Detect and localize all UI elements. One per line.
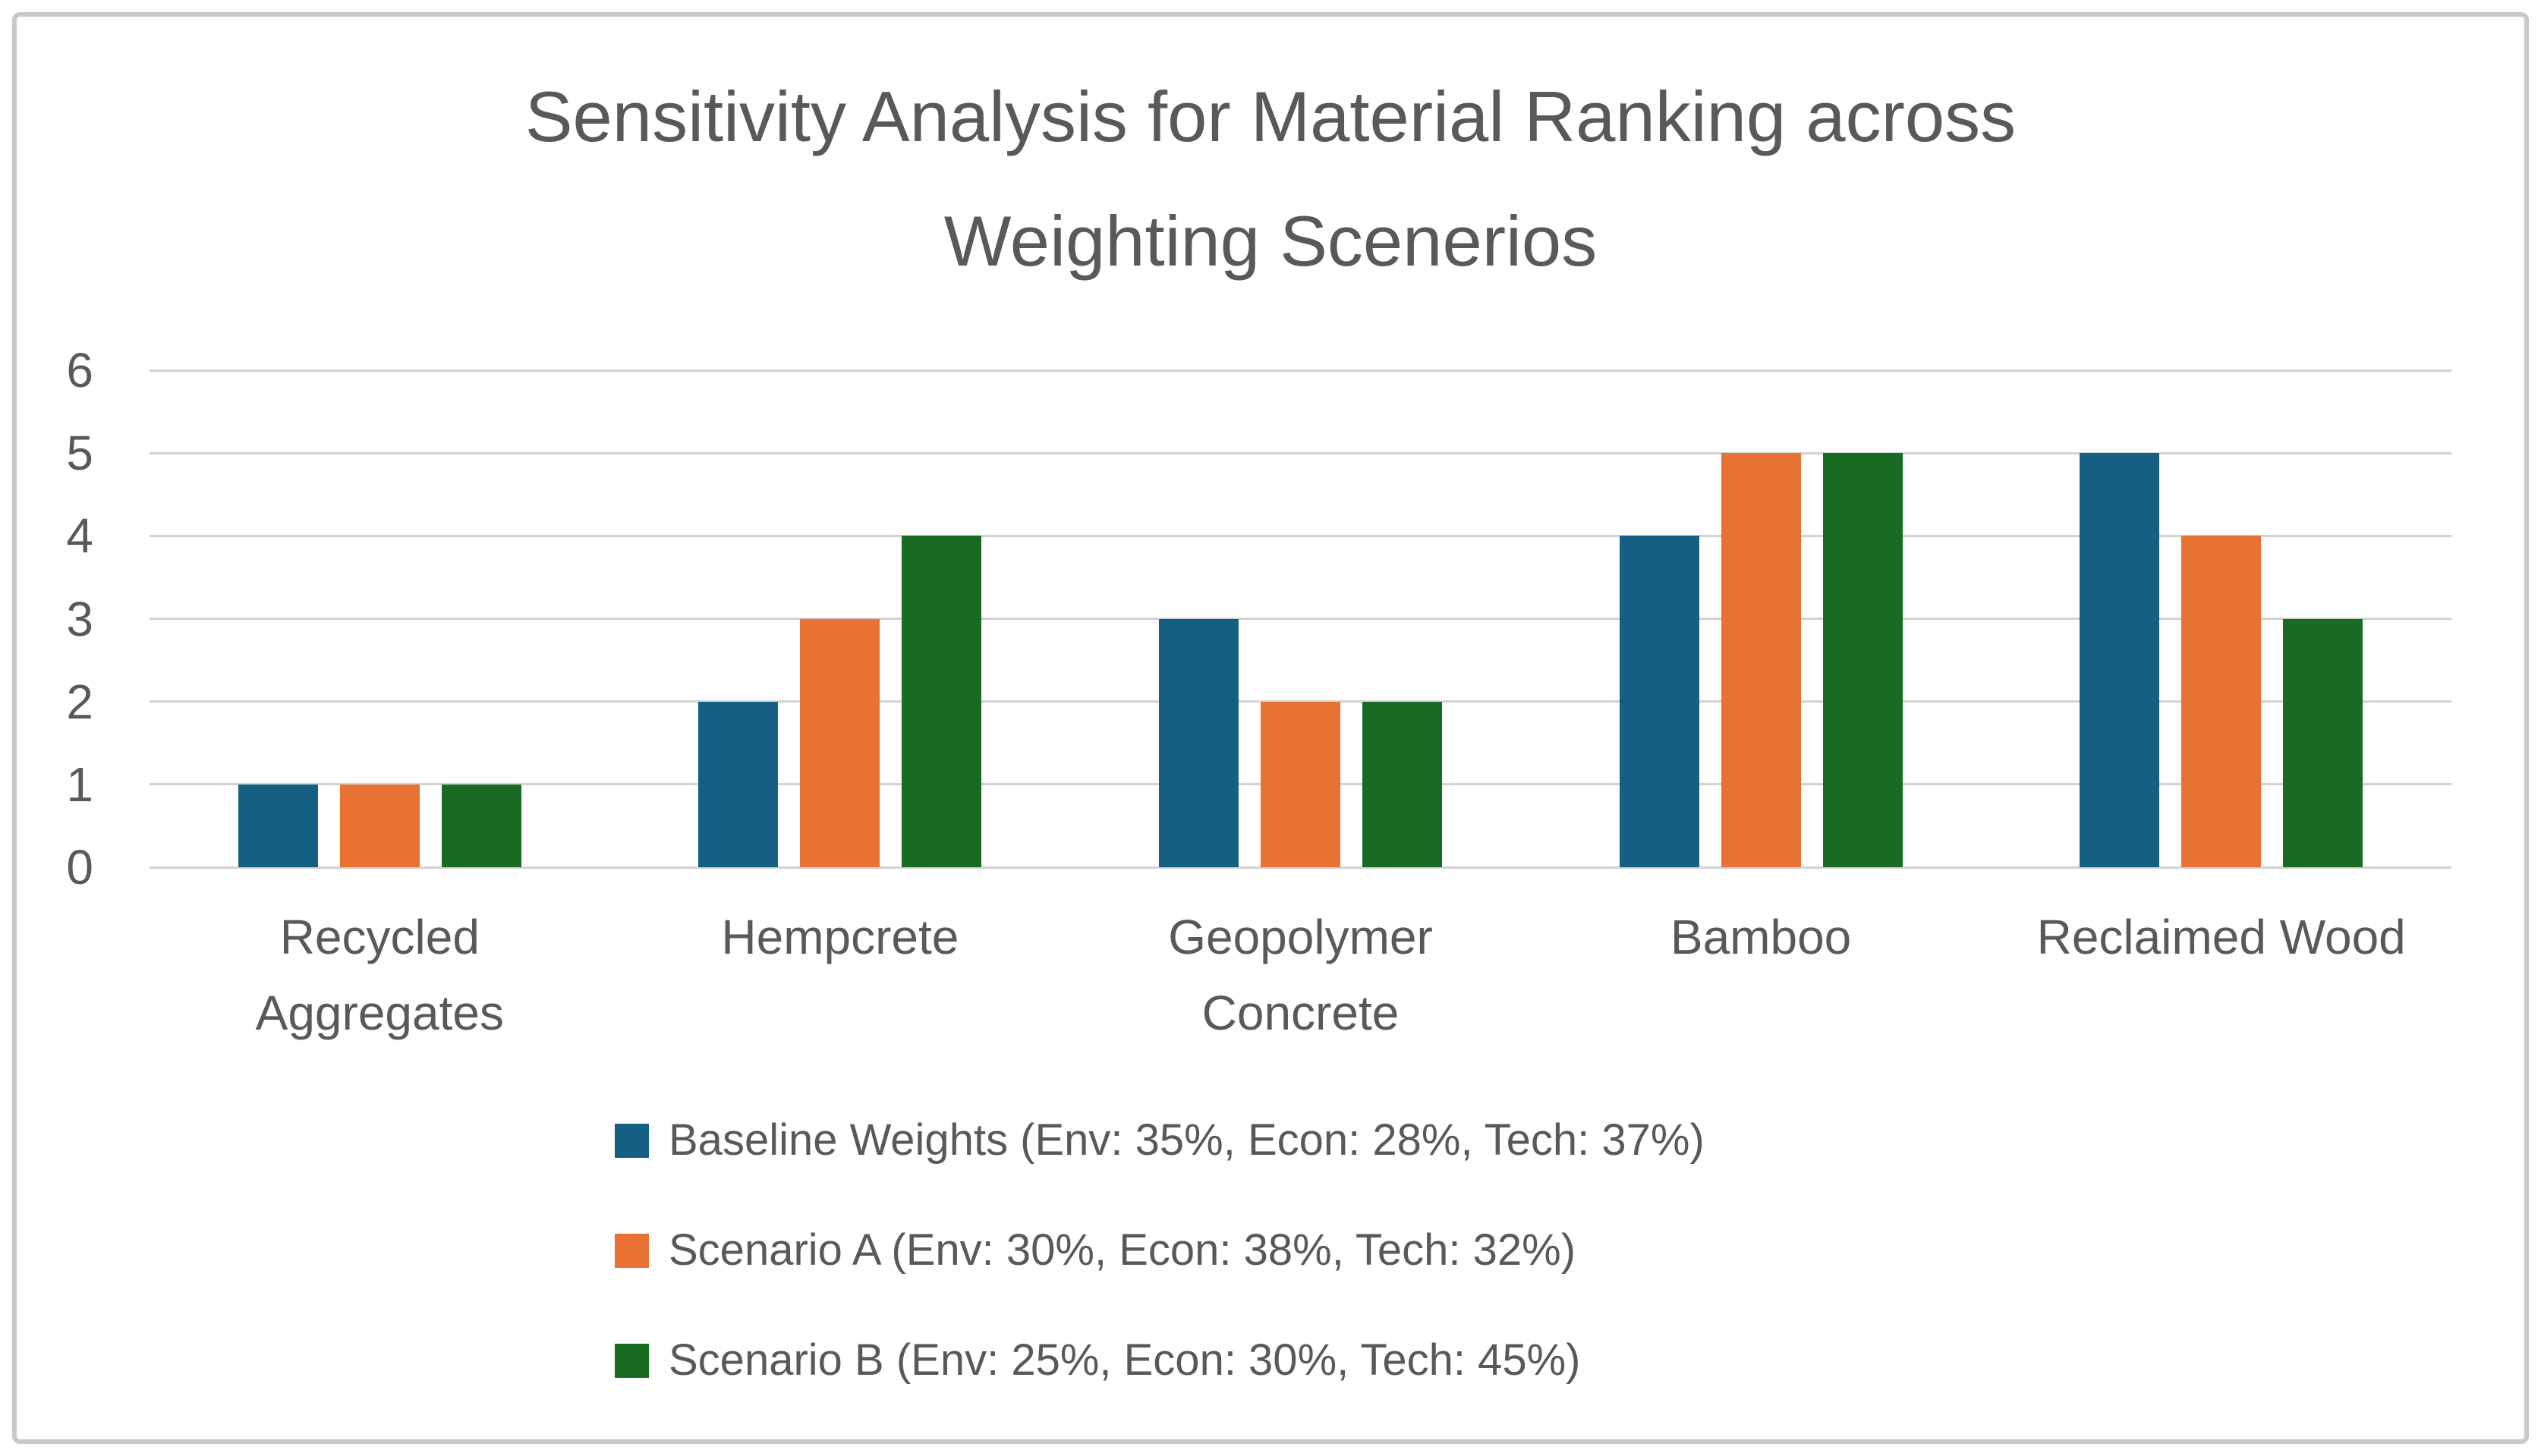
x-axis-label-line: Hempcrete — [721, 910, 959, 964]
bar-recycled-aggregates-baseline-weights — [238, 784, 318, 867]
legend-item-scenario-a: Scenario A (Env: 30%, Econ: 38%, Tech: 3… — [615, 1224, 1705, 1277]
y-axis-labels: 0 1 2 3 4 5 6 — [17, 346, 93, 892]
x-axis-label-line: Aggregates — [255, 986, 504, 1040]
gridline-5 — [150, 451, 2451, 454]
bar-reclaimed-wood-baseline-weights — [2080, 453, 2160, 867]
legend-swatch-icon — [615, 1343, 649, 1378]
chart-title-line-1: Sensitivity Analysis for Material Rankin… — [524, 77, 2017, 156]
x-axis-label-hempcrete: Hempcrete — [610, 899, 1071, 1051]
bar-reclaimed-wood-scenario-a — [2181, 536, 2262, 867]
bar-geopolymer-concrete-scenario-b — [1362, 701, 1442, 867]
x-axis-label-geopolymer-concrete: Geopolymer Concrete — [1070, 899, 1531, 1051]
bar-reclaimed-wood-scenario-b — [2283, 618, 2363, 867]
x-axis-label-line: Bamboo — [1670, 910, 1852, 964]
x-axis-label-bamboo: Bamboo — [1531, 899, 1992, 1051]
x-axis-labels: Recycled Aggregates Hempcrete Geopolymer Con… — [150, 899, 2451, 1051]
y-tick-label-3: 3 — [66, 591, 93, 646]
y-tick-label-1: 1 — [66, 756, 93, 812]
bar-hempcrete-baseline-weights — [698, 701, 779, 867]
bar-group-hempcrete — [610, 370, 1071, 867]
bar-group-bamboo — [1531, 370, 1992, 867]
legend-item-scenario-b: Scenario B (Env: 25%, Econ: 30%, Tech: 4… — [615, 1334, 1705, 1387]
chart-title-line-2: Weighting Scenerios — [943, 201, 1598, 281]
bar-group-geopolymer-concrete — [1070, 370, 1531, 867]
bar-hempcrete-scenario-b — [902, 536, 982, 867]
y-tick-label-4: 4 — [66, 508, 93, 564]
legend-swatch-icon — [615, 1233, 649, 1268]
bar-bamboo-scenario-b — [1822, 453, 1903, 867]
bar-bamboo-scenario-a — [1721, 453, 1801, 867]
x-axis-label-line: Recycled — [279, 910, 480, 964]
chart-frame: Sensitivity Analysis for Material Rankin… — [12, 12, 2529, 1444]
legend-item-baseline-weights: Baseline Weights (Env: 35%, Econ: 28%, T… — [615, 1114, 1705, 1167]
bar-group-recycled-aggregates — [150, 370, 610, 867]
legend-label: Scenario B (Env: 25%, Econ: 30%, Tech: 4… — [669, 1335, 1581, 1385]
bar-bamboo-baseline-weights — [1619, 536, 1699, 867]
legend: Baseline Weights (Env: 35%, Econ: 28%, T… — [615, 1114, 1705, 1444]
y-tick-label-5: 5 — [66, 426, 93, 481]
x-axis-label-line: Reclaimed Wood — [2036, 910, 2406, 964]
y-tick-label-0: 0 — [66, 840, 93, 895]
gridline-6 — [150, 369, 2451, 372]
bar-geopolymer-concrete-scenario-a — [1260, 701, 1340, 867]
y-tick-label-2: 2 — [66, 674, 93, 729]
bar-recycled-aggregates-scenario-a — [339, 784, 420, 867]
x-axis-label-recycled-aggregates: Recycled Aggregates — [150, 899, 610, 1051]
gridline-0 — [150, 866, 2451, 869]
x-axis-label-line: Geopolymer — [1168, 910, 1433, 964]
legend-swatch-icon — [615, 1123, 649, 1158]
chart-title: Sensitivity Analysis for Material Rankin… — [17, 55, 2524, 303]
bars-layer — [150, 370, 2451, 867]
bar-geopolymer-concrete-baseline-weights — [1158, 618, 1239, 867]
bar-recycled-aggregates-scenario-b — [441, 784, 521, 867]
x-axis-label-line: Concrete — [1201, 986, 1400, 1040]
gridline-4 — [150, 534, 2451, 537]
bar-hempcrete-scenario-a — [800, 618, 880, 867]
plot-area — [150, 369, 2451, 869]
gridline-3 — [150, 618, 2451, 620]
x-axis-label-reclaimed-wood: Reclaimed Wood — [1991, 899, 2451, 1051]
bar-group-reclaimed-wood — [1991, 370, 2451, 867]
legend-label: Scenario A (Env: 30%, Econ: 38%, Tech: 3… — [669, 1225, 1576, 1275]
y-tick-label-6: 6 — [66, 343, 93, 398]
legend-label: Baseline Weights (Env: 35%, Econ: 28%, T… — [669, 1115, 1705, 1165]
